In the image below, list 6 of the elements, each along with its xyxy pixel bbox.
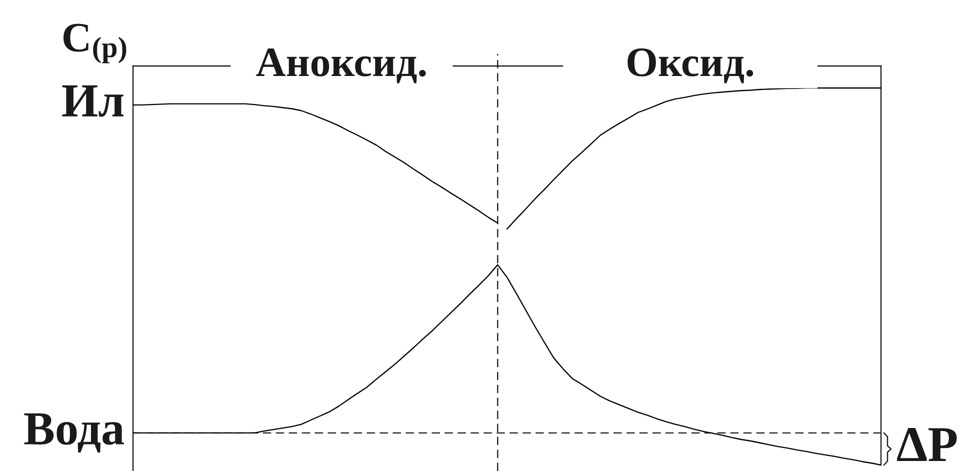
series-label: Вода <box>24 413 124 453</box>
text: Аноксид. <box>256 48 426 84</box>
y-axis-title: C$_{(p)}$ <box>63 24 126 64</box>
series-label: Ил <box>62 85 124 117</box>
text: ΔP <box>896 428 957 461</box>
text: Оксид. <box>628 48 754 84</box>
